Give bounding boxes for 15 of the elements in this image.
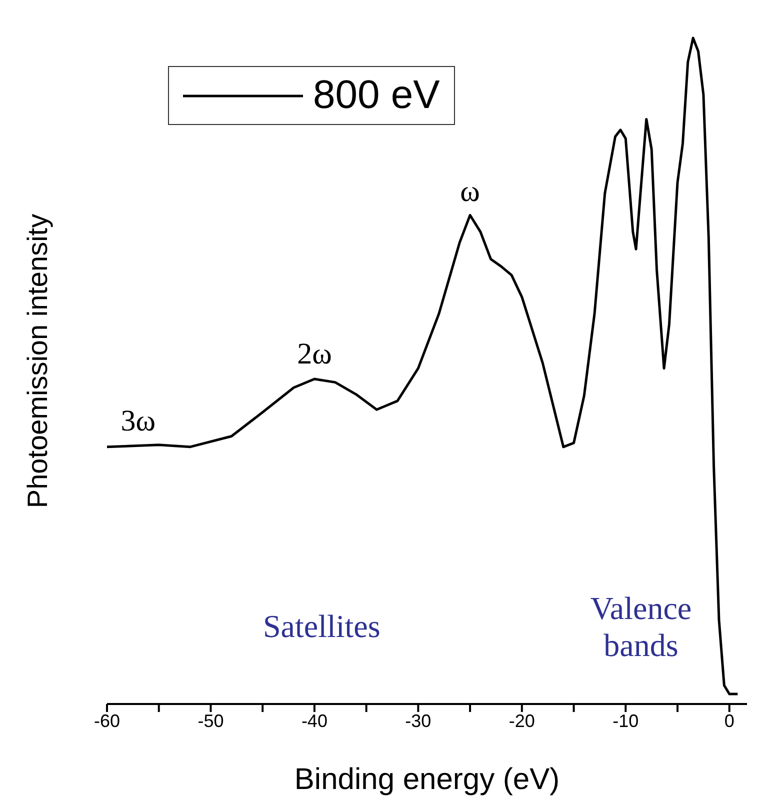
annotation: Valence bands xyxy=(589,590,693,664)
legend-label: 800 eV xyxy=(313,73,440,118)
x-tick-label: -20 xyxy=(508,710,535,731)
x-tick-label: -60 xyxy=(94,710,120,731)
x-tick-label: 0 xyxy=(724,710,734,731)
annotation: 3ω xyxy=(120,404,156,438)
x-tick-label: -10 xyxy=(612,710,639,731)
y-axis-title: Photoemission intensity xyxy=(22,214,54,508)
x-tick-label: -40 xyxy=(301,710,328,731)
x-tick-label: -50 xyxy=(198,710,224,731)
annotation: 2ω xyxy=(297,338,332,371)
x-axis-title: Binding energy (eV) xyxy=(294,763,560,796)
x-tick-label: -30 xyxy=(405,710,432,731)
annotation: Satellites xyxy=(263,608,380,645)
annotation: ω xyxy=(460,175,480,208)
